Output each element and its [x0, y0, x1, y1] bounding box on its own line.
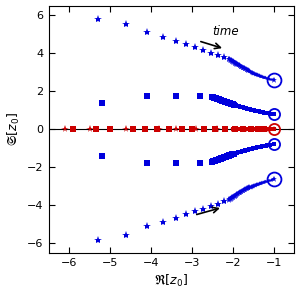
- X-axis label: $\mathfrak{R}[z_0]$: $\mathfrak{R}[z_0]$: [154, 273, 189, 289]
- Y-axis label: $\mathfrak{S}[z_0]$: $\mathfrak{S}[z_0]$: [6, 112, 22, 146]
- Text: time: time: [212, 24, 239, 37]
